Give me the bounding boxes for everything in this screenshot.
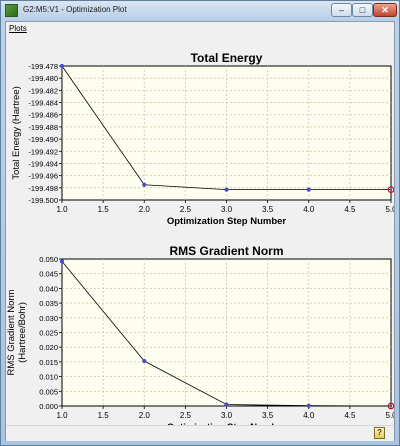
energy-data-point bbox=[387, 186, 395, 194]
gradient-x-tick-label: 1.0 bbox=[56, 411, 68, 420]
menu-plots[interactable]: Plots bbox=[9, 24, 27, 33]
gradient-y-tick-label: 0.035 bbox=[39, 299, 58, 308]
maximize-button[interactable]: □ bbox=[352, 3, 373, 17]
energy-data-point bbox=[142, 182, 147, 187]
window-title: G2:M5:V1 - Optimization Plot bbox=[23, 5, 127, 14]
energy-y-tick-label: -199.500 bbox=[28, 196, 58, 205]
energy-x-tick-label: 5.0 bbox=[385, 205, 394, 214]
energy-y-tick-label: -199.488 bbox=[28, 123, 58, 132]
status-bar: ? bbox=[6, 425, 394, 441]
plot-area: Total Energy 1.0 1.5 2.0 2.5 3.0 3.5 4.0 4.5 5.0 -… bbox=[6, 37, 397, 433]
energy-data-point bbox=[224, 187, 229, 192]
energy-x-tick-label: 4.5 bbox=[344, 205, 356, 214]
energy-x-tick-label: 3.5 bbox=[262, 205, 274, 214]
minimize-button[interactable]: – bbox=[331, 3, 352, 17]
energy-data-point bbox=[306, 187, 311, 192]
window-client-area: Plots Total Energy 1.0 1.5 2.0 2.5 3.0 3.5 4.0 4… bbox=[5, 21, 397, 441]
gradient-data-point-center bbox=[389, 404, 393, 408]
gradient-x-tick-label: 4.0 bbox=[303, 411, 315, 420]
gradient-x-tick-label: 3.0 bbox=[221, 411, 233, 420]
energy-y-tick-label: -199.484 bbox=[28, 99, 58, 108]
gradient-y-tick-label: 0.045 bbox=[39, 270, 58, 279]
energy-plot-background bbox=[61, 65, 392, 201]
gradient-chart-title: RMS Gradient Norm bbox=[169, 244, 283, 258]
energy-x-tick-label: 1.0 bbox=[56, 205, 68, 214]
energy-y-tick-label: -199.480 bbox=[28, 74, 58, 83]
energy-y-tick-label: -199.494 bbox=[28, 159, 58, 168]
gradient-data-point bbox=[306, 403, 311, 408]
energy-y-tick-label: -199.492 bbox=[28, 147, 58, 156]
gradient-x-tick-label: 1.5 bbox=[98, 411, 110, 420]
energy-chart-title: Total Energy bbox=[191, 51, 263, 65]
gradient-x-tick-label: 2.5 bbox=[180, 411, 192, 420]
energy-y-tick-label: -199.498 bbox=[28, 184, 58, 193]
gradient-x-tick-label: 3.5 bbox=[262, 411, 274, 420]
energy-y-tick-label: -199.490 bbox=[28, 135, 58, 144]
energy-y-tick-label: -199.478 bbox=[28, 62, 58, 71]
energy-x-tick-label: 4.0 bbox=[303, 205, 315, 214]
gradient-x-tick-label: 5.0 bbox=[385, 411, 394, 420]
energy-x-tick-label: 1.5 bbox=[98, 205, 110, 214]
gradient-y-tick-label: 0.015 bbox=[39, 358, 58, 367]
gradient-data-point bbox=[59, 259, 65, 264]
gaussview-app-icon bbox=[5, 4, 18, 17]
menu-bar: Plots bbox=[6, 22, 394, 36]
gradient-y-tick-label: 0.005 bbox=[39, 387, 58, 396]
energy-y-axis-label: Total Energy (Hartree) bbox=[11, 86, 22, 179]
energy-x-axis-label: Optimization Step Number bbox=[167, 216, 287, 227]
gradient-y-tick-label: 0.000 bbox=[39, 402, 58, 411]
energy-data-point bbox=[59, 63, 65, 69]
gradient-y-tick-label: 0.050 bbox=[39, 255, 58, 264]
gradient-x-tick-label: 4.5 bbox=[344, 411, 356, 420]
gradient-y-axis-label-line: RMS Gradient Norm bbox=[6, 289, 17, 375]
gradient-y-tick-label: 0.020 bbox=[39, 343, 58, 352]
close-button[interactable]: ✕ bbox=[373, 3, 397, 17]
plots-canvas[interactable]: Total Energy 1.0 1.5 2.0 2.5 3.0 3.5 4.0 4.5 5.0 -… bbox=[6, 37, 397, 433]
energy-y-tick-label: -199.486 bbox=[28, 111, 58, 120]
gradient-x-tick-label: 2.0 bbox=[139, 411, 151, 420]
energy-x-tick-label: 2.5 bbox=[180, 205, 192, 214]
energy-x-tick-label: 2.0 bbox=[139, 205, 151, 214]
energy-y-tick-label: -199.482 bbox=[28, 86, 58, 95]
help-icon[interactable]: ? bbox=[374, 427, 385, 439]
gradient-data-point bbox=[224, 402, 229, 407]
energy-x-tick-label: 3.0 bbox=[221, 205, 233, 214]
energy-data-point-center bbox=[389, 188, 393, 191]
gradient-y-tick-label: 0.025 bbox=[39, 329, 58, 338]
gradient-y-tick-label: 0.030 bbox=[39, 314, 58, 323]
gradient-y-axis-label-line: (Hartree/Bohr) bbox=[17, 302, 28, 363]
gradient-data-point bbox=[142, 358, 147, 364]
gradient-data-point bbox=[387, 402, 395, 410]
gradient-y-tick-label: 0.010 bbox=[39, 373, 58, 382]
title-bar[interactable]: G2:M5:V1 - Optimization Plot – □ ✕ bbox=[1, 1, 399, 21]
energy-y-tick-label: -199.496 bbox=[28, 172, 58, 181]
gradient-y-tick-label: 0.040 bbox=[39, 284, 58, 293]
